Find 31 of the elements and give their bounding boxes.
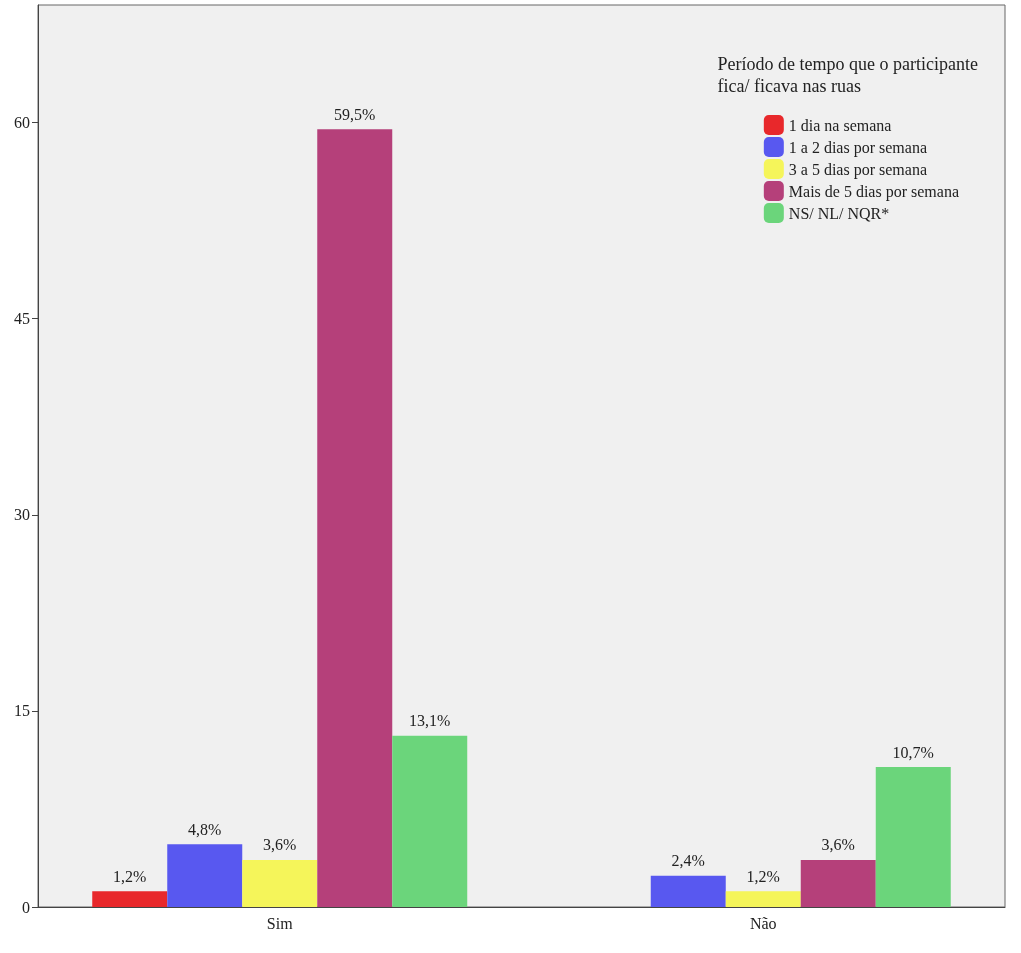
data-label: 3,6% bbox=[821, 836, 855, 854]
y-tick-label: 15 bbox=[14, 702, 30, 720]
bar bbox=[875, 767, 951, 907]
data-label: 1,2% bbox=[746, 867, 780, 885]
x-tick-label: Não bbox=[749, 914, 777, 932]
y-tick-label: 0 bbox=[22, 898, 30, 916]
data-label: 3,6% bbox=[263, 836, 297, 854]
legend-label: 3 a 5 dias por semana bbox=[788, 160, 928, 179]
data-label: 10,7% bbox=[892, 743, 934, 761]
data-label: 1,2% bbox=[113, 867, 147, 885]
bar bbox=[317, 129, 393, 907]
legend-title: Período de tempo que o participante fica/ ficava nas ruas bbox=[717, 54, 979, 96]
legend-label: 1 a 2 dias por semana bbox=[788, 138, 928, 157]
y-tick-label: 60 bbox=[14, 114, 30, 132]
x-tick-label: Sim bbox=[266, 914, 294, 932]
legend-label: 1 dia na semana bbox=[788, 116, 892, 134]
bar bbox=[725, 891, 801, 907]
legend-label: NS/ NL/ NQR* bbox=[788, 204, 890, 222]
data-label: 13,1% bbox=[409, 712, 451, 730]
y-tick-label: 45 bbox=[14, 310, 30, 328]
bar bbox=[392, 735, 468, 907]
bar bbox=[167, 844, 243, 907]
bar bbox=[800, 859, 876, 907]
bar bbox=[92, 891, 168, 907]
data-label: 59,5% bbox=[334, 105, 376, 123]
data-label: 2,4% bbox=[671, 852, 705, 870]
legend-label: Mais de 5 dias por semana bbox=[788, 182, 960, 201]
bar bbox=[650, 875, 726, 907]
y-tick-label: 30 bbox=[14, 506, 30, 524]
data-label: 4,8% bbox=[188, 820, 222, 838]
bar bbox=[242, 859, 318, 907]
